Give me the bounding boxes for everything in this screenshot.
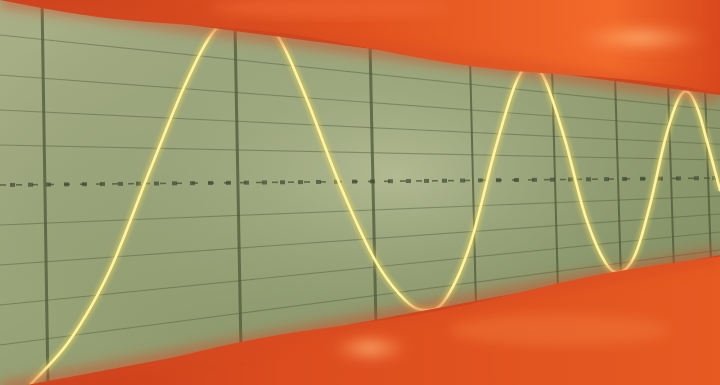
grid-vertical-line (614, 76, 622, 280)
grid-tick (478, 178, 483, 183)
grid-horizontal-line (0, 34, 720, 112)
grid-tick (622, 176, 627, 181)
grid-tick (352, 179, 357, 184)
grid-horizontal-line (0, 144, 720, 161)
bottom-bezel (0, 255, 720, 385)
grid-tick (46, 182, 51, 187)
grid-tick (64, 182, 69, 187)
grid-tick (370, 179, 375, 184)
sine-wave-trace (27, 10, 720, 385)
grid-tick (316, 179, 321, 184)
grid-tick (640, 176, 645, 181)
grid-horizontal-line (0, 74, 720, 130)
grid-tick (550, 177, 555, 182)
grid-tick (28, 182, 33, 187)
grid-vertical-line (40, 0, 50, 385)
grid-tick (172, 181, 177, 186)
grid-tick (190, 181, 195, 186)
grid-tick (586, 177, 591, 182)
grid-tick (514, 178, 519, 183)
grid-horizontal-line (0, 249, 720, 346)
grid-tick (532, 177, 537, 182)
grid-vertical-line (233, 25, 243, 351)
grid-tick (244, 180, 249, 185)
grid-tick (388, 179, 393, 184)
grid-vertical-line (368, 43, 378, 326)
grid-vertical-line (704, 87, 712, 263)
grid-tick (658, 176, 663, 181)
grid-tick (154, 181, 159, 186)
grid-tick (568, 177, 573, 182)
grid-tick (604, 177, 609, 182)
grid-tick (10, 182, 15, 187)
grid-tick (82, 182, 87, 187)
grid-tick (280, 180, 285, 185)
grid-tick (118, 181, 123, 186)
grid-tick (460, 178, 465, 183)
grid-tick (694, 176, 699, 181)
grid-tick (442, 178, 447, 183)
grid-vertical-line (469, 56, 477, 307)
grid-tick (262, 180, 267, 185)
grid-tick (298, 180, 303, 185)
grid-horizontal-line (0, 213, 720, 266)
grid-tick (406, 179, 411, 184)
grid-tick (424, 178, 429, 183)
grid-tick (226, 180, 231, 185)
trace-core (28, 12, 720, 385)
grid-tick (208, 180, 213, 185)
grid-tick (676, 176, 681, 181)
grid-tick (136, 181, 141, 186)
grid-horizontal-line (0, 231, 720, 306)
grid-horizontal-line (0, 195, 720, 226)
grid-horizontal-line (0, 109, 720, 145)
grid-tick (100, 182, 105, 187)
grid-tick (496, 178, 501, 183)
